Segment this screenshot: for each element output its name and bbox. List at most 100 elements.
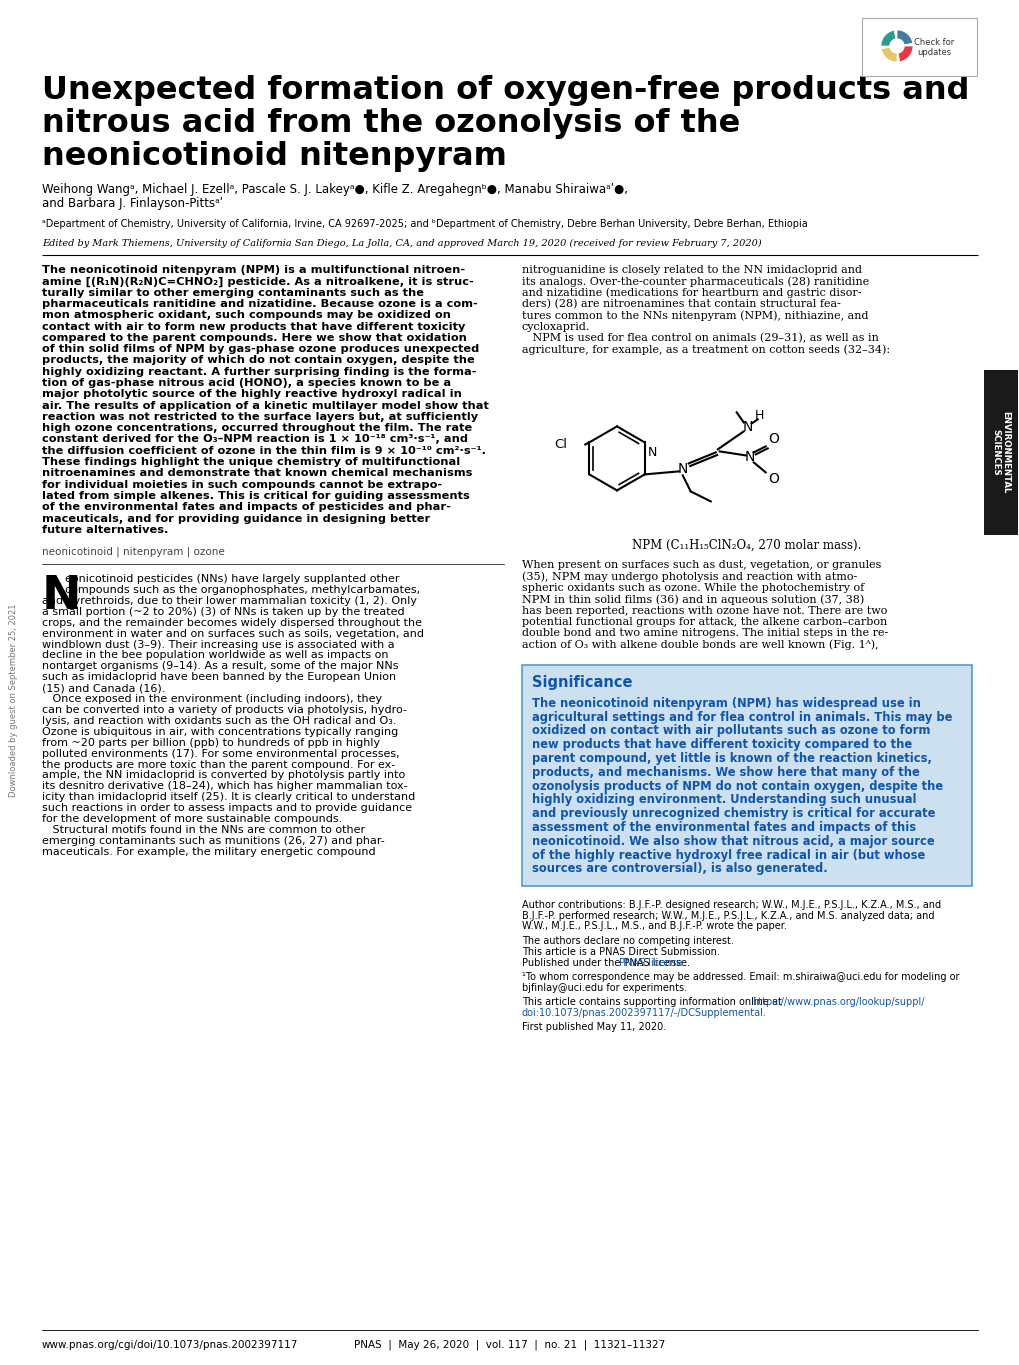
Text: ¹To whom correspondence may be addressed. Email: m.shiraiwa@uci.edu for modeling: ¹To whom correspondence may be addressed…: [522, 972, 959, 981]
Text: decline in the bee population worldwide as well as impacts on: decline in the bee population worldwide …: [42, 651, 388, 661]
Text: emerging contaminants such as munitions (26, 27) and phar-: emerging contaminants such as munitions …: [42, 835, 384, 846]
Text: https://www.pnas.org/lookup/suppl/: https://www.pnas.org/lookup/suppl/: [751, 996, 923, 1007]
Text: Structural motifs found in the NNs are common to other: Structural motifs found in the NNs are c…: [42, 824, 365, 835]
Text: compounds such as the organophosphates, methylcarbamates,: compounds such as the organophosphates, …: [65, 586, 420, 595]
Text: constant derived for the O₃–NPM reaction is 1 × 10⁻¹⁸ cm³·s⁻¹, and: constant derived for the O₃–NPM reaction…: [42, 434, 468, 445]
Text: highly oxidizing reactant. A further surprising finding is the forma-: highly oxidizing reactant. A further sur…: [42, 367, 476, 377]
Text: such reactions in order to assess impacts and to provide guidance: such reactions in order to assess impact…: [42, 803, 412, 814]
Text: This article contains supporting information online at: This article contains supporting informa…: [522, 996, 785, 1007]
Text: polluted environments (17). For some environmental processes,: polluted environments (17). For some env…: [42, 748, 399, 759]
Text: future alternatives.: future alternatives.: [42, 526, 168, 535]
Text: sources are controversial), is also generated.: sources are controversial), is also gene…: [532, 863, 826, 875]
Text: nontarget organisms (9–14). As a result, some of the major NNs: nontarget organisms (9–14). As a result,…: [42, 662, 398, 672]
Text: ENVIRONMENTAL
SCIENCES: ENVIRONMENTAL SCIENCES: [990, 411, 1010, 494]
Text: major photolytic source of the highly reactive hydroxyl radical in: major photolytic source of the highly re…: [42, 389, 462, 400]
Text: windblown dust (3–9). Their increasing use is associated with a: windblown dust (3–9). Their increasing u…: [42, 640, 394, 650]
Text: neonicotinoid. We also show that nitrous acid, a major source: neonicotinoid. We also show that nitrous…: [532, 835, 933, 848]
Text: bjfinlay@uci.edu for experiments.: bjfinlay@uci.edu for experiments.: [522, 983, 687, 992]
Text: tion of gas-phase nitrous acid (HONO), a species known to be a: tion of gas-phase nitrous acid (HONO), a…: [42, 378, 450, 388]
Text: its analogs. Over-the-counter pharmaceuticals (28) ranitidine: its analogs. Over-the-counter pharmaceut…: [522, 276, 868, 287]
Text: of thin solid films of NPM by gas-phase ozone produces unexpected: of thin solid films of NPM by gas-phase …: [42, 344, 479, 354]
Bar: [861, 18, 976, 76]
Wedge shape: [880, 30, 896, 46]
Text: The neonicotinoid nitenpyram (NPM) is a multifunctional nitroen-: The neonicotinoid nitenpyram (NPM) is a …: [42, 265, 465, 274]
Text: W.W., M.J.E., P.S.J.L., M.S., and B.J.F.-P. wrote the paper.: W.W., M.J.E., P.S.J.L., M.S., and B.J.F.…: [522, 921, 786, 931]
Text: This article is a PNAS Direct Submission.: This article is a PNAS Direct Submission…: [522, 947, 719, 957]
Text: Weihong Wangᵃ, Michael J. Ezellᵃ, Pascale S. J. Lakeyᵃ●, Kifle Z. Aregahegnᵇ●, M: Weihong Wangᵃ, Michael J. Ezellᵃ, Pascal…: [42, 183, 628, 197]
Text: NPM is used for flea control on animals (29–31), as well as in: NPM is used for flea control on animals …: [522, 333, 878, 343]
Text: new products that have different toxicity compared to the: new products that have different toxicit…: [532, 738, 911, 751]
Text: N: N: [677, 463, 687, 476]
Text: of the environmental fates and impacts of pesticides and phar-: of the environmental fates and impacts o…: [42, 502, 450, 512]
Text: reaction was not restricted to the surface layers but, at sufficiently: reaction was not restricted to the surfa…: [42, 412, 478, 422]
Text: the diffusion coefficient of ozone in the thin film is 9 × 10⁻¹⁰ cm²·s⁻¹.: the diffusion coefficient of ozone in th…: [42, 446, 485, 456]
Text: N: N: [647, 446, 656, 460]
Text: amine [(R₁N)(R₂N)C=CHNO₂] pesticide. As a nitroalkene, it is struc-: amine [(R₁N)(R₂N)C=CHNO₂] pesticide. As …: [42, 276, 473, 287]
Text: from ~20 parts per billion (ppb) to hundreds of ppb in highly: from ~20 parts per billion (ppb) to hund…: [42, 737, 380, 748]
Text: high ozone concentrations, occurred throughout the film. The rate: high ozone concentrations, occurred thro…: [42, 423, 472, 433]
Text: Author contributions: B.J.F.-P. designed research; W.W., M.J.E., P.S.J.L., K.Z.A: Author contributions: B.J.F.-P. designed…: [522, 900, 941, 910]
Text: cycloxaprid.: cycloxaprid.: [522, 322, 590, 332]
Text: agricultural settings and for flea control in animals. This may be: agricultural settings and for flea contr…: [532, 711, 952, 723]
Text: N: N: [742, 420, 752, 434]
Text: parent compound, yet little is known of the reaction kinetics,: parent compound, yet little is known of …: [532, 752, 931, 764]
Text: Check for: Check for: [913, 38, 953, 46]
Text: a small portion (~2 to 20%) (3) of NNs is taken up by the treated: a small portion (~2 to 20%) (3) of NNs i…: [42, 607, 405, 617]
Text: nitroenamines and demonstrate that known chemical mechanisms: nitroenamines and demonstrate that known…: [42, 468, 472, 478]
Text: PNAS license: PNAS license: [619, 958, 682, 968]
Text: turally similar to other emerging contaminants such as the: turally similar to other emerging contam…: [42, 288, 424, 298]
Text: and Barbara J. Finlayson-Pittsᵃʹ: and Barbara J. Finlayson-Pittsᵃʹ: [42, 197, 223, 210]
Text: has been reported, reactions with ozone have not. There are two: has been reported, reactions with ozone …: [522, 606, 887, 616]
Text: N: N: [42, 575, 82, 620]
Circle shape: [890, 40, 903, 53]
Text: the products are more toxic than the parent compound. For ex-: the products are more toxic than the par…: [42, 759, 395, 770]
Text: and nizatidine (medications for heartburn and gastric disor-: and nizatidine (medications for heartbur…: [522, 288, 861, 298]
Text: N: N: [744, 450, 754, 464]
Text: neonicotinoid | nitenpyram | ozone: neonicotinoid | nitenpyram | ozone: [42, 546, 224, 557]
Text: Published under the PNAS license.: Published under the PNAS license.: [522, 958, 689, 968]
Text: PNAS  |  May 26, 2020  |  vol. 117  |  no. 21  |  11321–11327: PNAS | May 26, 2020 | vol. 117 | no. 21 …: [354, 1340, 665, 1350]
Text: These findings highlight the unique chemistry of multifunctional: These findings highlight the unique chem…: [42, 457, 460, 467]
Text: O: O: [767, 472, 779, 486]
Text: and previously unrecognized chemistry is critical for accurate: and previously unrecognized chemistry is…: [532, 807, 934, 820]
Text: contact with air to form new products that have different toxicity: contact with air to form new products th…: [42, 322, 465, 332]
Text: crops, and the remainder becomes widely dispersed throughout the: crops, and the remainder becomes widely …: [42, 618, 422, 628]
Text: for individual moieties in such compounds cannot be extrapo-: for individual moieties in such compound…: [42, 479, 441, 490]
Text: compared to the parent compounds. Here we show that oxidation: compared to the parent compounds. Here w…: [42, 333, 467, 343]
Text: products, and mechanisms. We show here that many of the: products, and mechanisms. We show here t…: [532, 766, 919, 779]
Text: double bond and two amine nitrogens. The initial steps in the re-: double bond and two amine nitrogens. The…: [522, 628, 888, 639]
Text: pharmaceuticals ranitidine and nizatidine. Because ozone is a com-: pharmaceuticals ranitidine and nizatidin…: [42, 299, 477, 308]
Text: can be converted into a variety of products via photolysis, hydro-: can be converted into a variety of produ…: [42, 704, 407, 715]
Text: Significance: Significance: [532, 674, 632, 689]
Text: nitroguanidine is closely related to the NN imidacloprid and: nitroguanidine is closely related to the…: [522, 265, 861, 274]
Text: ozonolysis products of NPM do not contain oxygen, despite the: ozonolysis products of NPM do not contai…: [532, 779, 943, 793]
Text: nitrous acid from the ozonolysis of the: nitrous acid from the ozonolysis of the: [42, 108, 740, 139]
Text: products, the majority of which do not contain oxygen, despite the: products, the majority of which do not c…: [42, 355, 474, 366]
Text: (15) and Canada (16).: (15) and Canada (16).: [42, 684, 165, 693]
Text: ᵃDepartment of Chemistry, University of California, Irvine, CA 92697-2025; and ᵇ: ᵃDepartment of Chemistry, University of …: [42, 218, 807, 229]
Text: neonicotinoid nitenpyram: neonicotinoid nitenpyram: [42, 141, 506, 172]
Text: B.J.F.-P. performed research; W.W., M.J.E., P.S.J.L., K.Z.A., and M.S. analyzed : B.J.F.-P. performed research; W.W., M.J.…: [522, 910, 933, 921]
Text: and pyrethroids, due to their lower mammalian toxicity (1, 2). Only: and pyrethroids, due to their lower mamm…: [42, 597, 417, 606]
Text: Once exposed in the environment (including indoors), they: Once exposed in the environment (includi…: [42, 693, 382, 704]
Text: spheric oxidants such as ozone. While the photochemistry of: spheric oxidants such as ozone. While th…: [522, 583, 863, 592]
Text: updates: updates: [916, 48, 950, 57]
Text: O: O: [767, 433, 779, 446]
Wedge shape: [896, 46, 912, 61]
Text: tures common to the NNs nitenpyram (NPM), nithiazine, and: tures common to the NNs nitenpyram (NPM)…: [522, 310, 867, 321]
Text: potential functional groups for attack, the alkene carbon–carbon: potential functional groups for attack, …: [522, 617, 887, 627]
Text: environment in water and on surfaces such as soils, vegetation, and: environment in water and on surfaces suc…: [42, 629, 424, 639]
Text: its desnitro derivative (18–24), which has higher mammalian tox-: its desnitro derivative (18–24), which h…: [42, 781, 408, 792]
Text: oxidized on contact with air pollutants such as ozone to form: oxidized on contact with air pollutants …: [532, 725, 929, 737]
Text: highly oxidizing environment. Understanding such unusual: highly oxidizing environment. Understand…: [532, 793, 916, 807]
FancyBboxPatch shape: [522, 665, 971, 886]
Text: agriculture, for example, as a treatment on cotton seeds (32–34):: agriculture, for example, as a treatment…: [522, 344, 890, 355]
Text: The authors declare no competing interest.: The authors declare no competing interes…: [522, 935, 733, 946]
Text: such as imidacloprid have been banned by the European Union: such as imidacloprid have been banned by…: [42, 673, 395, 682]
Text: Ozone is ubiquitous in air, with concentrations typically ranging: Ozone is ubiquitous in air, with concent…: [42, 726, 397, 737]
Text: for the development of more sustainable compounds.: for the development of more sustainable …: [42, 814, 342, 824]
Text: assessment of the environmental fates and impacts of this: assessment of the environmental fates an…: [532, 820, 915, 834]
Text: Downloaded by guest on September 25, 2021: Downloaded by guest on September 25, 202…: [9, 603, 18, 797]
Text: maceuticals. For example, the military energetic compound: maceuticals. For example, the military e…: [42, 846, 375, 857]
Text: mon atmospheric oxidant, such compounds may be oxidized on: mon atmospheric oxidant, such compounds …: [42, 310, 450, 321]
